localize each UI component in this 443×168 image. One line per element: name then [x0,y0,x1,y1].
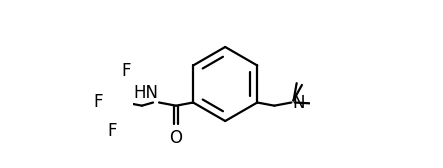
Text: N: N [292,94,305,112]
Text: HN: HN [133,84,158,102]
Text: F: F [121,62,131,80]
Text: O: O [170,129,183,147]
Text: F: F [93,93,103,111]
Text: F: F [107,122,117,140]
